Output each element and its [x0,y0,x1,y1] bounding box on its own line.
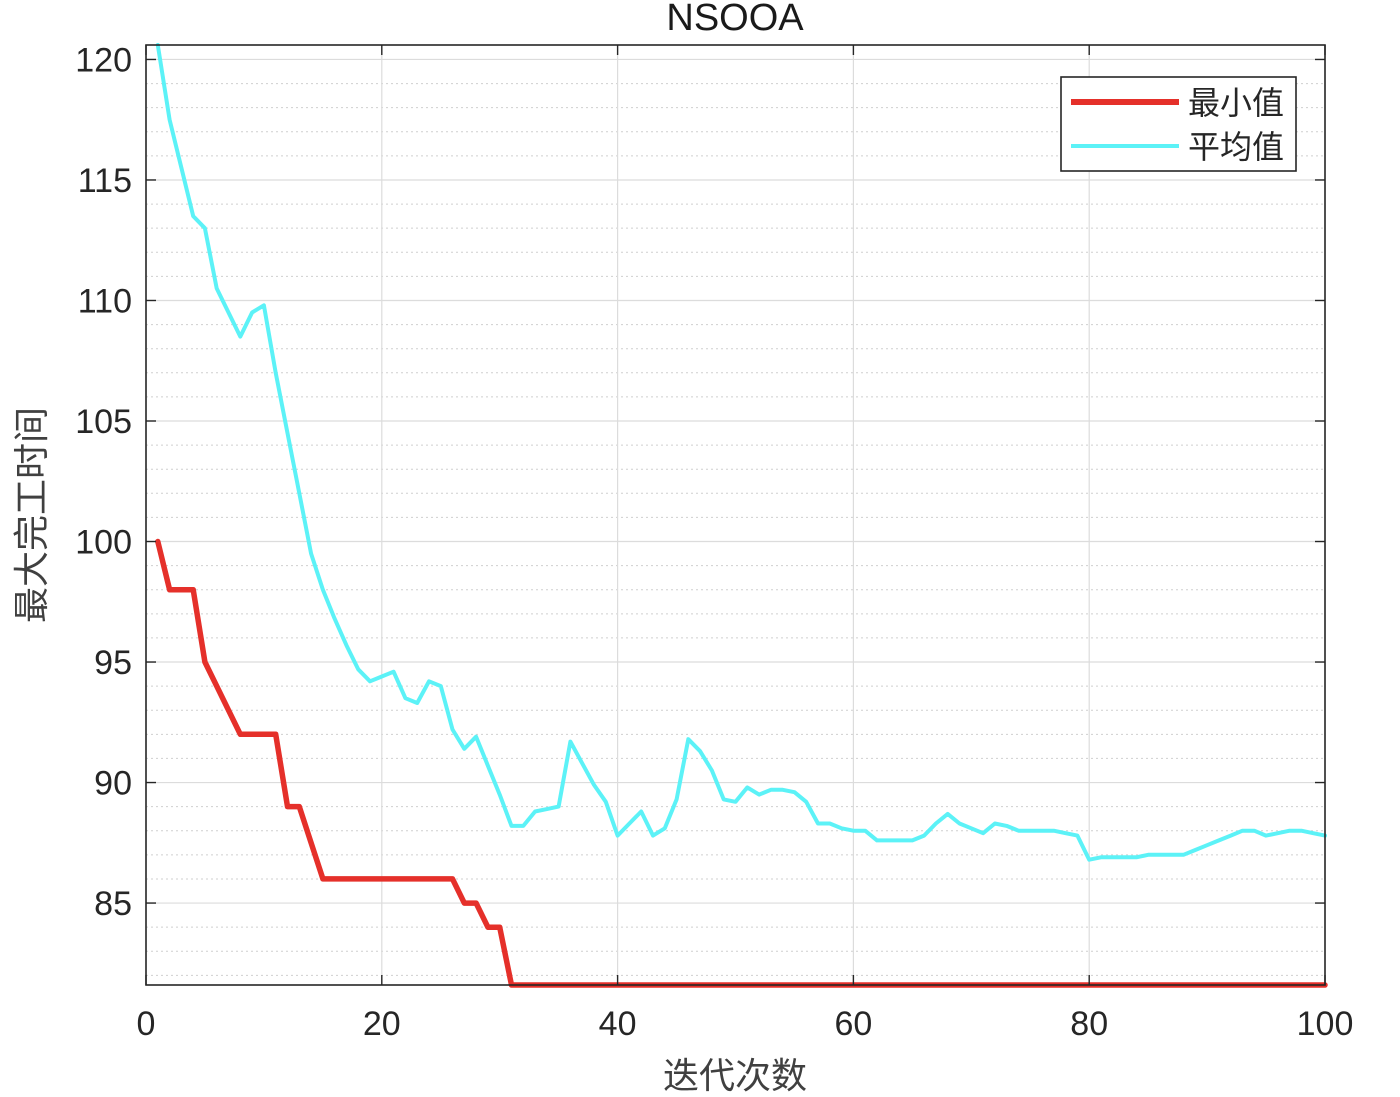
plot-frame [145,44,1326,986]
x-tick-label: 20 [363,1005,401,1043]
series-line-mean [155,43,1327,862]
y-tick-label: 100 [75,524,132,562]
x-tick-label: 80 [1070,1005,1108,1043]
y-tick-label: 110 [78,282,132,320]
y-tick-label: 90 [94,765,132,803]
chart-title: NSOOA [666,0,804,39]
y-tick-label: 120 [75,41,132,79]
legend: 最小值 平均值 [1060,76,1297,172]
legend-box [1060,76,1297,172]
tick-marks [145,45,1326,985]
y-tick-label: 85 [94,885,132,923]
legend-label-min: 最小值 [1188,85,1284,121]
y-tick-label: 95 [94,644,132,682]
x-tick-label: 60 [834,1005,872,1043]
y-axis-label: 最大完工时间 [11,407,52,623]
minor-grid [146,83,1325,976]
plot-area [146,45,1325,985]
legend-label-mean: 平均值 [1188,129,1284,165]
x-tick-label: 100 [1297,1005,1354,1043]
x-tick-label: 0 [137,1005,156,1043]
y-tick-label: 105 [75,403,132,441]
y-tick-labels: 85 90 95 100 105 110 115 120 [75,41,132,923]
y-tick-label: 115 [78,162,132,200]
x-tick-label: 40 [599,1005,637,1043]
x-tick-labels: 0 20 40 60 80 100 [137,1005,1354,1043]
x-axis-label: 迭代次数 [663,1055,807,1096]
